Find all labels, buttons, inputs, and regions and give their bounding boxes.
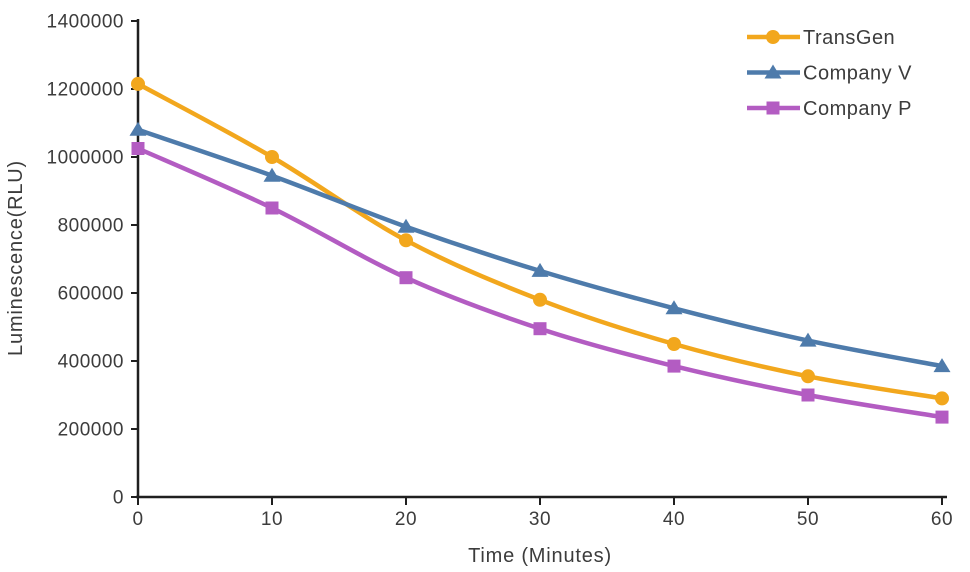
marker-company-v xyxy=(397,218,415,233)
legend: TransGen Company V Company P xyxy=(747,27,912,120)
y-tick-label: 600000 xyxy=(58,284,124,305)
legend-marker-company-v xyxy=(764,64,782,79)
marker-company-v xyxy=(531,262,549,277)
marker-transgen xyxy=(801,369,815,384)
y-tick-label: 1400000 xyxy=(47,12,124,33)
marker-transgen xyxy=(935,391,949,406)
marker-transgen xyxy=(131,76,145,91)
x-tick-label: 40 xyxy=(663,509,685,530)
marker-company-p xyxy=(533,322,547,336)
marker-company-v xyxy=(799,332,817,347)
x-axis-title: Time (Minutes) xyxy=(468,545,612,567)
marker-company-v xyxy=(263,167,281,182)
marker-company-p xyxy=(399,271,413,285)
x-tick-label: 50 xyxy=(797,509,819,530)
y-tick-label: 800000 xyxy=(58,216,124,237)
y-tick-label: 200000 xyxy=(58,420,124,441)
marker-company-v xyxy=(665,300,683,315)
x-tick-label: 0 xyxy=(132,509,143,530)
series-line-transgen xyxy=(135,81,945,401)
marker-transgen xyxy=(265,150,279,164)
y-tick-label: 400000 xyxy=(58,352,124,373)
y-tick-label: 1000000 xyxy=(47,148,124,169)
marker-transgen xyxy=(667,337,681,351)
marker-company-p xyxy=(935,410,949,424)
marker-transgen xyxy=(399,233,413,248)
x-tick-label: 10 xyxy=(261,509,283,530)
legend-item-company-v: Company V xyxy=(747,63,912,85)
marker-company-p xyxy=(667,359,681,373)
marker-transgen xyxy=(533,292,547,307)
marker-company-v xyxy=(129,121,147,136)
x-tick-label: 20 xyxy=(395,509,417,530)
marker-company-p xyxy=(265,201,279,215)
legend-item-company-p: Company P xyxy=(747,98,912,120)
y-tick-label: 0 xyxy=(113,488,124,509)
legend-label: Company P xyxy=(803,98,912,120)
legend-label: TransGen xyxy=(803,27,895,49)
marker-company-v xyxy=(933,358,951,373)
marker-company-p xyxy=(131,142,145,155)
y-axis-title: Luminescence(RLU) xyxy=(5,160,27,356)
plot-area: 0 200000 400000 600000 800000 1000000 1200000 1… xyxy=(47,12,953,531)
legend-marker-transgen xyxy=(766,30,780,44)
x-tick-label: 60 xyxy=(931,509,953,530)
y-tick-label: 1200000 xyxy=(47,80,124,101)
legend-item-transgen: TransGen xyxy=(747,27,895,49)
marker-company-p xyxy=(801,388,815,402)
legend-marker-company-p xyxy=(766,101,780,115)
x-tick-label: 30 xyxy=(529,509,551,530)
legend-label: Company V xyxy=(803,63,912,85)
